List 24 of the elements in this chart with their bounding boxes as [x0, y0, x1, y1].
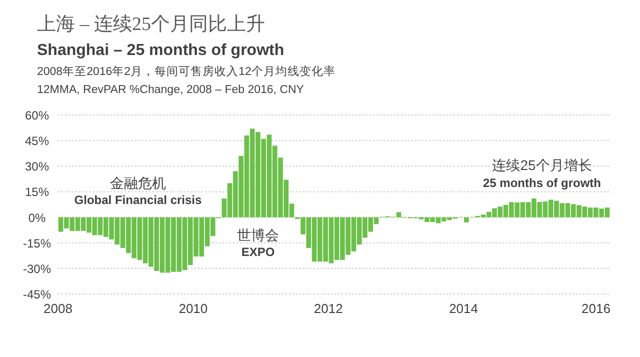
annotation: EXPO — [241, 245, 275, 259]
y-tick-label: -15% — [22, 236, 52, 250]
chart-title: 上海 – 连续25个月同比上升 — [37, 14, 265, 35]
text: 12MMA, RevPAR %Change, 2008 – Feb 2016, CNY — [37, 84, 304, 96]
y-tick-label: -45% — [22, 288, 52, 302]
y-tick-label: 0% — [28, 210, 46, 225]
annotation: 金融危机 — [110, 175, 166, 191]
x-tick-label: 2016 — [582, 301, 610, 316]
x-tick-label: 2008 — [44, 301, 72, 316]
x-tick-label: 2012 — [314, 301, 343, 316]
y-tick-label: 60% — [24, 108, 50, 122]
y-tick-label: 45% — [24, 134, 50, 148]
annotation: 连续25个月增长 — [492, 157, 592, 173]
annotation: Global Financial crisis — [74, 193, 202, 207]
chart-subtitle: Shanghai – 25 months of growth — [37, 42, 284, 59]
text: 2008年至2016年2月，每间可售房收入12个月均线变化率 — [37, 64, 336, 78]
x-tick-label: 2010 — [178, 301, 208, 316]
y-tick-label: 15% — [24, 185, 50, 200]
y-tick-label: 30% — [24, 160, 50, 174]
x-tick-label: 2014 — [449, 301, 478, 316]
bar — [464, 217, 469, 222]
annotation: 25 months of growth — [483, 176, 601, 190]
annotation: 世博会 — [237, 227, 279, 243]
y-tick-label: -30% — [22, 262, 52, 276]
